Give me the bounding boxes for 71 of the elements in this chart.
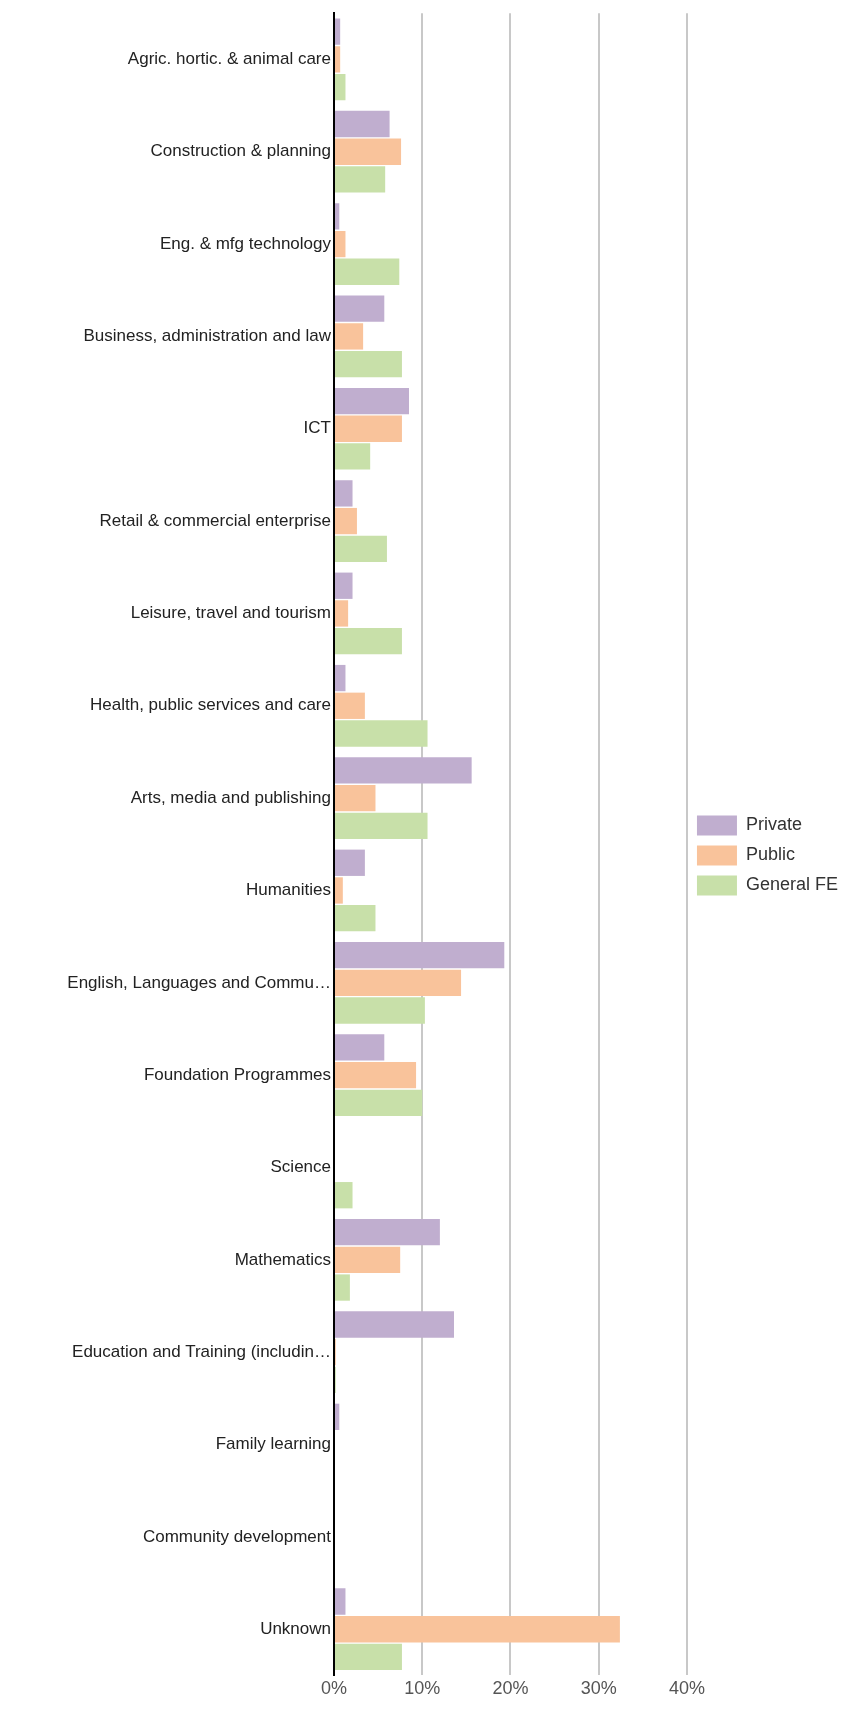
bar (335, 443, 371, 470)
bar (335, 323, 364, 350)
bar (335, 1616, 620, 1643)
y-tick-label: Community development (142, 1526, 332, 1546)
y-tick-label: Leisure, travel and tourism (130, 603, 331, 623)
bar (335, 138, 402, 165)
bar (335, 1643, 402, 1671)
y-tick-label: English, Languages and Commu… (67, 972, 331, 992)
bar (335, 720, 428, 747)
x-tick-label: 30% (580, 1678, 617, 1699)
bar (335, 258, 400, 285)
bar (335, 1246, 401, 1274)
legend-label: Public (745, 844, 795, 865)
y-tick-label: Agric. hortic. & animal care (127, 49, 331, 69)
bar (335, 295, 385, 322)
y-tick-label: ICT (303, 418, 331, 438)
bar (335, 110, 390, 138)
bar (335, 1403, 340, 1430)
bar (335, 1182, 353, 1209)
bar (335, 692, 365, 719)
x-tick-label: 20% (492, 1678, 529, 1699)
bar (335, 1218, 440, 1246)
bar (335, 1588, 346, 1615)
bar (335, 1089, 423, 1117)
bar (335, 600, 349, 627)
bar (335, 905, 376, 932)
bar (335, 535, 387, 562)
bar (335, 664, 346, 692)
bar (335, 1311, 455, 1338)
y-tick-label: Family learning (215, 1434, 331, 1454)
y-tick-label: Education and Training (includin… (72, 1341, 331, 1361)
bar (335, 1062, 417, 1089)
bar (335, 969, 462, 996)
x-tick-label: 0% (320, 1678, 348, 1699)
bar (335, 350, 402, 378)
bar (335, 46, 341, 73)
y-tick-label: Retail & commercial enterprise (99, 510, 331, 530)
y-tick-label: Business, administration and law (83, 326, 332, 346)
bar (335, 877, 343, 904)
bar (335, 415, 402, 442)
y-tick-label: Foundation Programmes (143, 1064, 331, 1084)
bar (335, 507, 357, 535)
bar (335, 166, 386, 193)
legend-label: General FE (745, 874, 839, 895)
bar (335, 203, 340, 230)
bar (335, 572, 353, 599)
bar (335, 1034, 385, 1061)
y-tick-label: Construction & planning (150, 141, 331, 161)
bar (335, 480, 353, 507)
bar (335, 230, 346, 258)
y-tick-label: Health, public services and care (90, 695, 331, 715)
y-tick-label: Unknown (260, 1618, 331, 1638)
x-tick-label: 40% (668, 1678, 705, 1699)
bar (335, 627, 402, 655)
y-tick-label: Humanities (245, 880, 331, 900)
bar (335, 812, 428, 839)
legend-label: Private (745, 814, 802, 835)
bar (335, 849, 365, 876)
bar (335, 18, 341, 45)
bar (335, 387, 409, 415)
bar (335, 757, 472, 784)
y-tick-label: Science (270, 1157, 331, 1177)
bar (335, 997, 425, 1024)
bar (335, 73, 346, 101)
bar (335, 941, 505, 969)
y-tick-label: Arts, media and publishing (130, 787, 331, 807)
bar (335, 1274, 350, 1301)
x-tick-label: 10% (404, 1678, 441, 1699)
y-tick-label: Eng. & mfg technology (159, 233, 332, 253)
y-tick-label: Mathematics (234, 1249, 331, 1269)
bar (335, 784, 376, 812)
